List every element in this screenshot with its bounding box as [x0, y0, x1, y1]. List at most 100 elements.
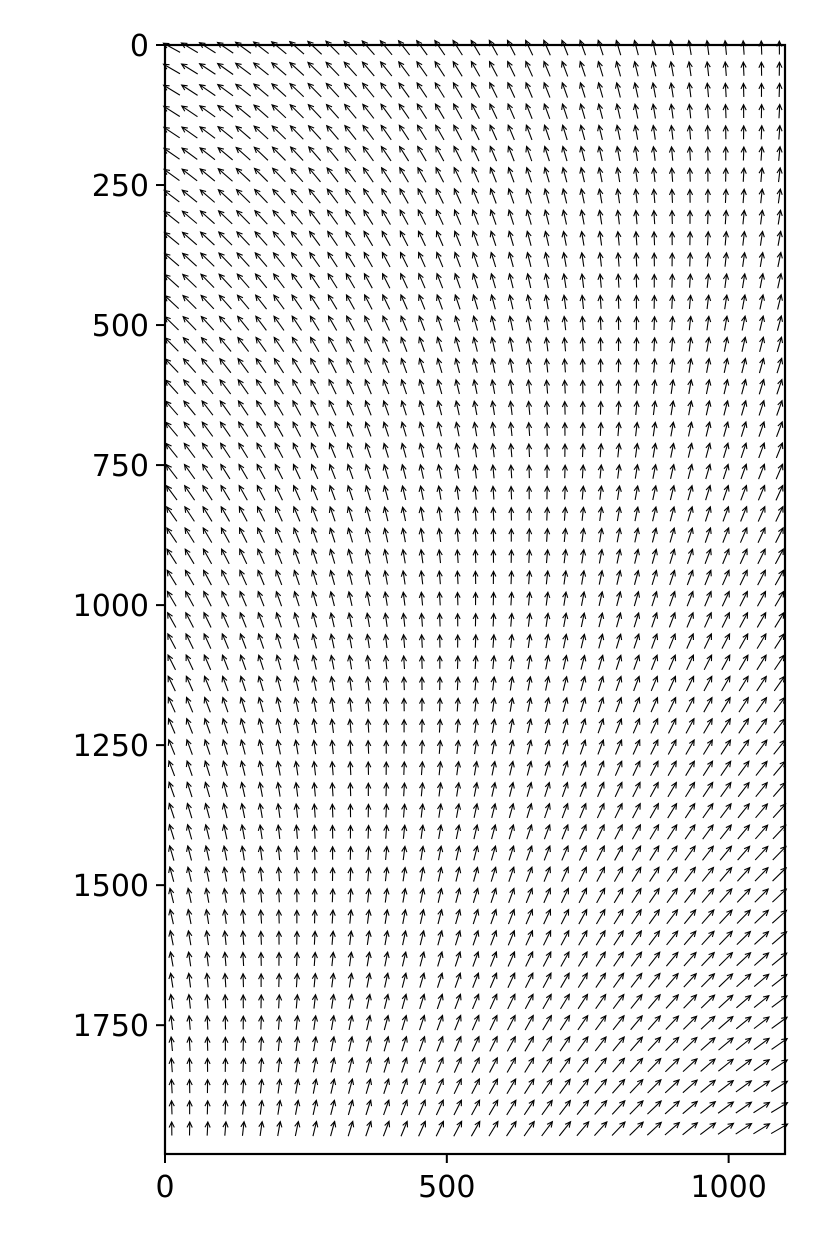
arrow	[489, 145, 498, 162]
arrow	[525, 908, 534, 925]
arrow	[686, 60, 693, 77]
arrow	[723, 442, 730, 458]
arrow	[772, 824, 787, 840]
arrow	[472, 506, 479, 521]
arrow	[346, 484, 354, 501]
arrow	[435, 251, 444, 268]
arrow	[401, 1035, 408, 1052]
arrow	[719, 845, 733, 861]
arrow	[202, 484, 213, 501]
arrow	[507, 950, 516, 967]
arrow	[328, 548, 336, 564]
arrow	[253, 167, 269, 182]
arrow	[275, 632, 282, 649]
arrow	[651, 357, 658, 373]
arrow	[257, 569, 265, 586]
arrow	[382, 442, 389, 458]
arrow	[203, 823, 210, 840]
arrow	[543, 379, 551, 394]
arrow	[740, 82, 747, 97]
arrow	[543, 357, 550, 373]
arrow	[400, 484, 407, 500]
arrow	[311, 569, 318, 586]
arrow	[525, 315, 532, 331]
arrow	[543, 166, 550, 183]
arrow	[400, 633, 408, 648]
arrow	[526, 612, 533, 627]
arrow	[382, 612, 390, 627]
arrow	[594, 1121, 608, 1137]
arrow	[365, 1014, 372, 1031]
arrow	[165, 442, 178, 458]
arrow	[343, 40, 358, 55]
arrow	[651, 400, 658, 416]
arrow	[561, 442, 568, 457]
arrow	[560, 39, 569, 56]
arrow	[204, 887, 211, 903]
arrow	[167, 781, 175, 798]
arrow	[365, 1120, 373, 1137]
arrow	[685, 738, 695, 755]
arrow	[453, 124, 463, 141]
arrow	[237, 378, 249, 395]
arrow	[434, 102, 445, 119]
arrow	[669, 548, 676, 564]
arrow	[702, 845, 715, 861]
arrow	[704, 209, 712, 225]
arrow	[185, 717, 194, 734]
arrow	[453, 145, 462, 162]
arrow	[741, 378, 748, 395]
arrow	[704, 272, 712, 288]
arrow	[507, 166, 515, 183]
arrow	[347, 929, 354, 945]
arrow	[221, 632, 229, 649]
arrow	[221, 823, 228, 840]
arrow	[345, 293, 355, 310]
arrow	[204, 1014, 211, 1030]
arrow	[615, 442, 622, 458]
arrow	[579, 823, 587, 840]
arrow	[665, 993, 680, 1009]
arrow	[489, 315, 496, 331]
arrow	[541, 1056, 553, 1073]
arrow	[236, 273, 250, 289]
arrow	[758, 187, 765, 204]
arrow	[365, 1056, 372, 1073]
arrow	[234, 62, 252, 76]
arrow	[455, 887, 462, 903]
arrow	[526, 591, 533, 606]
arrow	[222, 993, 229, 1009]
y-tick-label: 250	[92, 169, 149, 204]
arrow	[526, 844, 533, 861]
arrow	[723, 378, 730, 395]
arrow	[311, 824, 318, 839]
arrow	[739, 590, 748, 607]
arrow	[490, 696, 497, 712]
arrow	[651, 230, 658, 246]
arrow	[577, 1014, 589, 1031]
arrow	[166, 548, 177, 565]
arrow	[222, 972, 229, 988]
arrow	[418, 463, 425, 479]
arrow	[311, 866, 318, 881]
arrow	[381, 272, 391, 289]
arrow	[615, 569, 623, 585]
arrow	[400, 357, 408, 374]
arrow	[416, 60, 428, 77]
arrow	[168, 1099, 175, 1115]
arrow	[181, 231, 198, 246]
arrow	[365, 654, 372, 670]
arrow	[220, 526, 230, 543]
arrow	[380, 124, 392, 141]
arrow	[168, 865, 175, 882]
arrow	[471, 145, 480, 162]
arrow	[632, 102, 640, 119]
arrow	[347, 993, 354, 1009]
arrow	[293, 993, 301, 1009]
arrow	[254, 273, 268, 289]
arrow	[364, 399, 372, 416]
y-tick-label: 1000	[73, 589, 149, 624]
arrow	[472, 971, 480, 988]
arrow	[436, 993, 444, 1010]
arrow	[344, 188, 356, 204]
